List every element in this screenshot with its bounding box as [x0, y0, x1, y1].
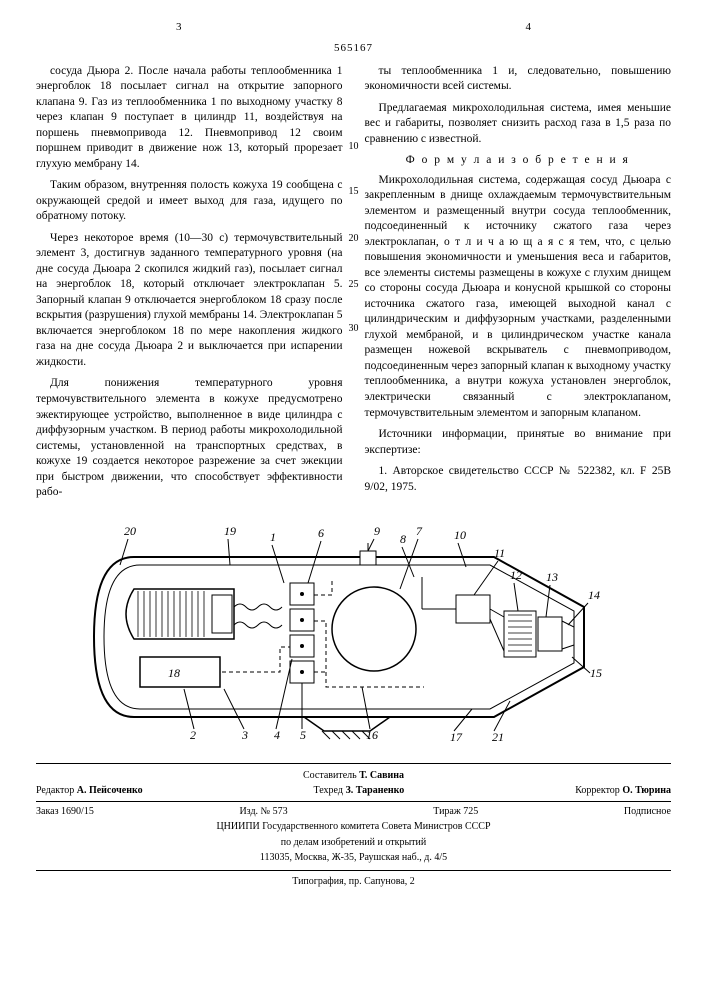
svg-text:4: 4 — [274, 728, 280, 742]
paragraph: Через некоторое время (10—30 с) термо­чу… — [36, 231, 343, 371]
publisher-org-2: по делам изобретений и открытий — [36, 835, 671, 851]
svg-text:17: 17 — [450, 730, 463, 744]
tech-name: З. Тараненко — [345, 785, 404, 796]
patent-figure: 18 — [74, 517, 634, 757]
paragraph: Таким образом, внутренняя полость кожу­х… — [36, 178, 343, 225]
editor-name: А. Пейсоченко — [77, 785, 143, 796]
publisher-address: 113035, Москва, Ж-35, Раушская наб., д. … — [36, 850, 671, 866]
source-item: 1. Авторское свидетельство СССР № 522382… — [365, 464, 672, 495]
line-number: 10 — [349, 140, 359, 154]
corr-label: Корректор — [575, 785, 620, 796]
svg-text:21: 21 — [492, 730, 504, 744]
svg-text:1: 1 — [270, 530, 276, 544]
printery-line: Типография, пр. Сапунова, 2 — [36, 875, 671, 889]
composer-name: Т. Савина — [359, 770, 404, 781]
svg-text:12: 12 — [510, 568, 522, 582]
editor-label: Редактор — [36, 785, 74, 796]
svg-text:13: 13 — [546, 570, 558, 584]
col-number-left: 3 — [176, 20, 182, 35]
paragraph: сосуда Дьюра 2. После начала работы тепл… — [36, 64, 343, 173]
fig-label-18: 18 — [168, 666, 180, 680]
publisher-org-1: ЦНИИПИ Государственного комитета Совета … — [36, 819, 671, 835]
svg-text:15: 15 — [590, 666, 602, 680]
col-number-right: 4 — [526, 20, 532, 35]
svg-text:9: 9 — [374, 524, 380, 538]
svg-text:3: 3 — [241, 728, 248, 742]
imprint-block: Составитель Т. Савина Редактор А. Пейсоч… — [36, 763, 671, 871]
subscription: Подписное — [624, 805, 671, 819]
composer-label: Составитель — [303, 770, 357, 781]
svg-text:5: 5 — [300, 728, 306, 742]
svg-text:19: 19 — [224, 524, 236, 538]
corr-name: О. Тюрина — [622, 785, 671, 796]
order-no: Заказ 1690/15 — [36, 805, 94, 819]
sources-title: Источники информации, принятые во вни­ма… — [365, 427, 672, 458]
line-number: 25 — [349, 278, 359, 292]
patent-number: 565167 — [36, 41, 671, 56]
left-column: сосуда Дьюра 2. После начала работы тепл… — [36, 64, 343, 507]
line-number: 30 — [349, 322, 359, 336]
svg-text:11: 11 — [494, 546, 505, 560]
line-number: 20 — [349, 232, 359, 246]
svg-text:7: 7 — [416, 524, 423, 538]
paragraph: ты теплообменника 1 и, следовательно, по… — [365, 64, 672, 95]
svg-text:10: 10 — [454, 528, 466, 542]
line-number: 15 — [349, 185, 359, 199]
svg-text:2: 2 — [190, 728, 196, 742]
copies: Тираж 725 — [433, 805, 478, 819]
tech-label: Техред — [314, 785, 343, 796]
svg-text:20: 20 — [124, 524, 136, 538]
right-column: ты теплообменника 1 и, следовательно, по… — [365, 64, 672, 507]
svg-text:6: 6 — [318, 526, 324, 540]
paragraph: Для понижения температурного уровня терм… — [36, 376, 343, 500]
svg-text:14: 14 — [588, 588, 600, 602]
paragraph: Предлагаемая микрохолодильная система, и… — [365, 101, 672, 148]
edition-no: Изд. № 573 — [239, 805, 287, 819]
claim-paragraph: Микрохолодильная система, содержащая сос… — [365, 173, 672, 421]
formula-title: Ф о р м у л а и з о б р е т е н и я — [365, 153, 672, 169]
svg-text:8: 8 — [400, 532, 406, 546]
svg-text:16: 16 — [366, 728, 378, 742]
